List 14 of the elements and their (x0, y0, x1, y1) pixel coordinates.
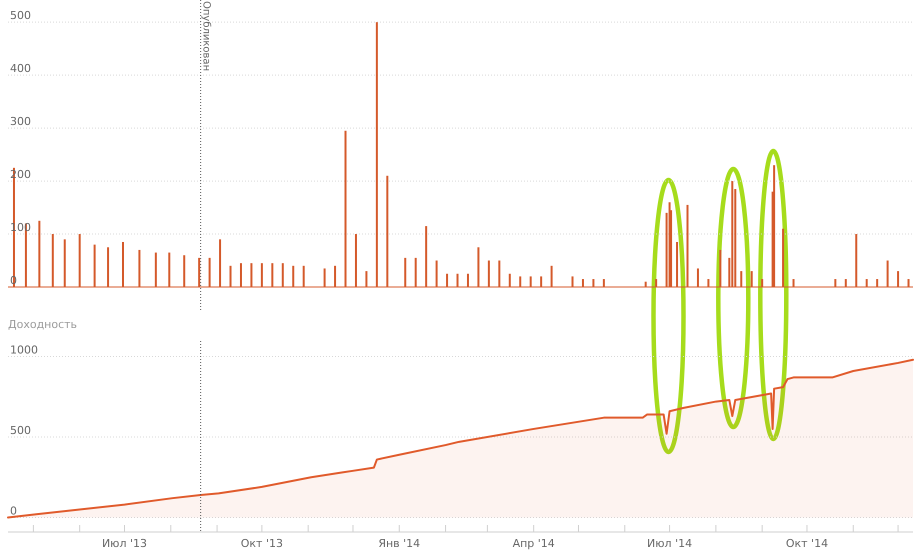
y-tick-label: 400 (10, 62, 31, 76)
x-tick-label: Апр '14 (512, 537, 555, 550)
ref-line-label: Опубликован (200, 1, 212, 72)
y-tick-label: 0 (10, 504, 17, 518)
x-tick-label: Июл '14 (647, 537, 692, 550)
chart-title: Доходность (8, 318, 78, 331)
y-tick-label: 1000 (10, 343, 38, 356)
x-tick-label: Окт '13 (240, 537, 283, 550)
y-tick-label: 500 (10, 424, 31, 437)
x-tick-label: Окт '14 (786, 537, 828, 550)
y-tick-label: 300 (10, 115, 31, 128)
x-tick-label: Янв '14 (378, 537, 420, 550)
x-tick-label: Июл '13 (102, 537, 148, 550)
y-tick-label: 500 (10, 9, 31, 22)
